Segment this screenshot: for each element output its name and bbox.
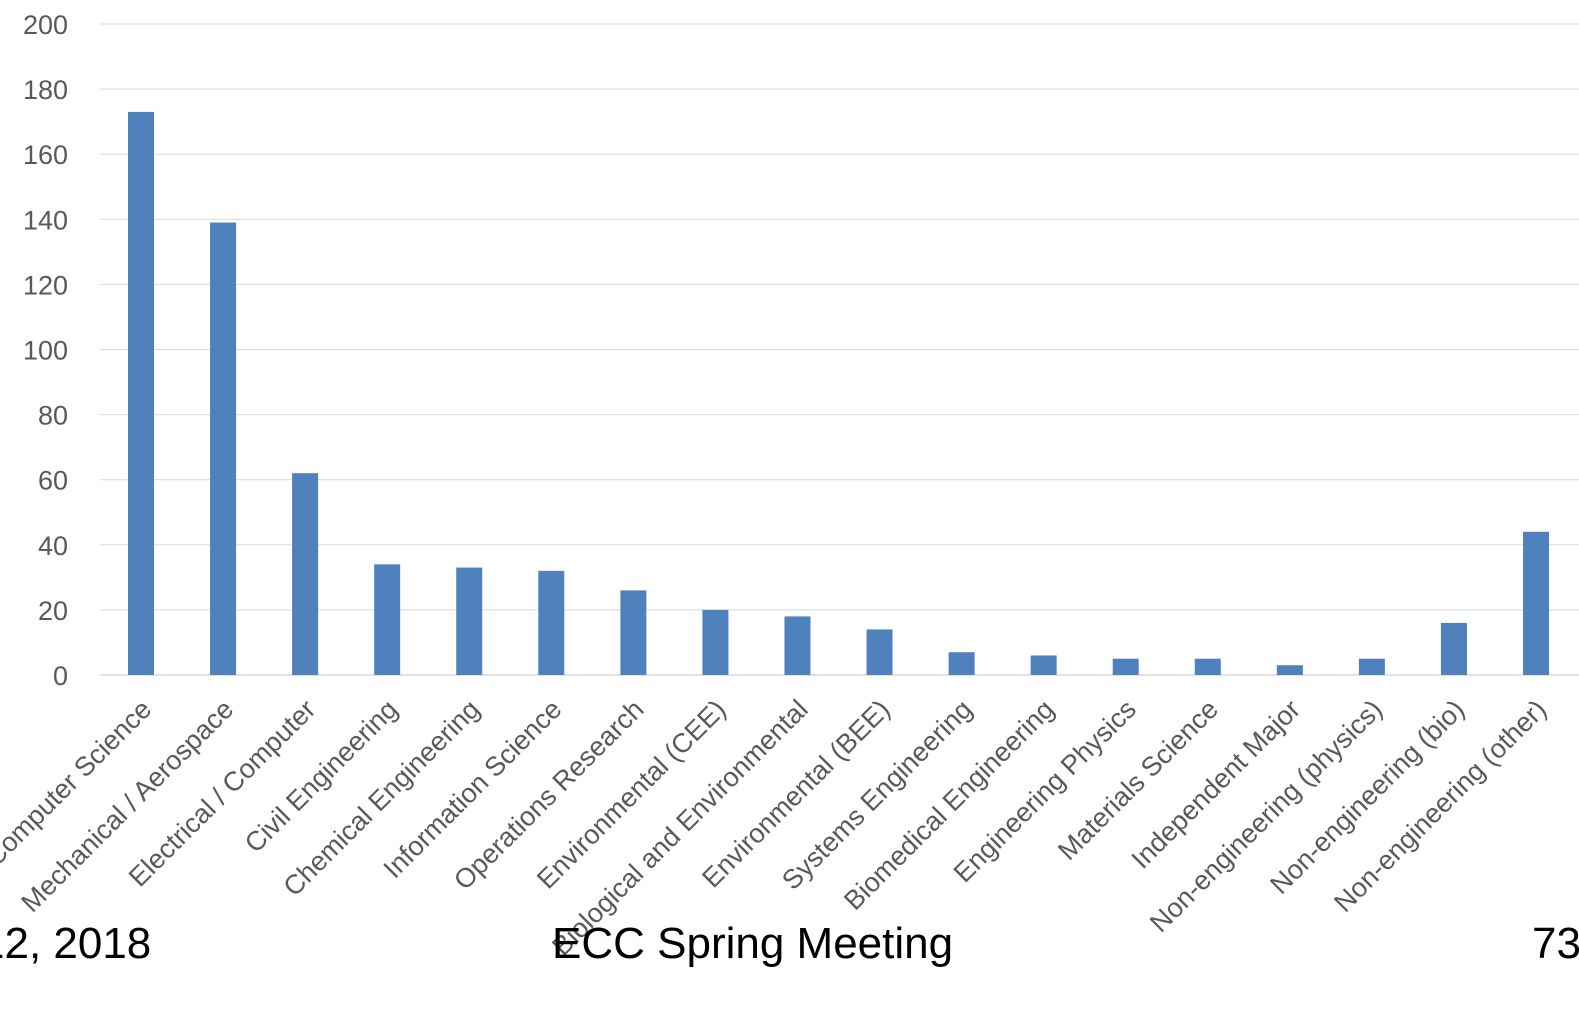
bar	[538, 570, 565, 675]
bar	[292, 473, 319, 675]
bar	[128, 111, 154, 675]
footer-title: ECC Spring Meeting	[552, 919, 954, 968]
bar	[784, 616, 811, 675]
gridlines	[100, 23, 1579, 676]
footer-page-number: 73	[1532, 919, 1579, 968]
bar	[948, 652, 975, 675]
y-tick-label: 180	[23, 75, 68, 105]
y-tick-label: 40	[38, 531, 68, 561]
bar	[1523, 531, 1550, 675]
y-tick-label: 100	[23, 336, 68, 366]
bar	[456, 567, 483, 675]
y-tick-label: 20	[38, 596, 68, 626]
bar	[1112, 658, 1139, 675]
y-tick-label: 60	[38, 466, 68, 496]
bar	[620, 590, 647, 675]
bar	[1194, 658, 1221, 675]
bar	[866, 629, 893, 675]
y-tick-label: 120	[23, 270, 68, 300]
bar	[1276, 665, 1303, 675]
y-tick-label: 140	[23, 205, 68, 235]
bar	[374, 564, 401, 675]
bar	[1440, 622, 1467, 675]
bar	[702, 609, 729, 675]
bar	[1030, 655, 1057, 675]
y-axis-tick-labels: 0 20 40 60 80 100 120 140 160 180 200	[23, 10, 68, 691]
y-tick-label: 80	[38, 401, 68, 431]
bars	[128, 111, 1550, 675]
bar	[210, 222, 237, 675]
y-tick-label: 200	[23, 10, 68, 40]
footer-date: 12, 2018	[0, 919, 152, 968]
y-tick-label: 0	[53, 661, 68, 691]
bar	[1358, 658, 1385, 675]
x-category-label: Civil Engineering	[239, 694, 403, 858]
y-tick-label: 160	[23, 140, 68, 170]
